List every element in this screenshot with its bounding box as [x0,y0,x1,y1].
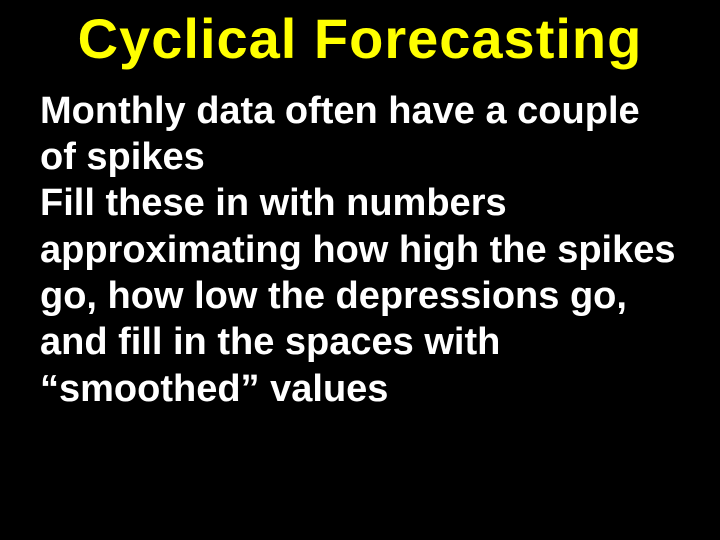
slide-title: Cyclical Forecasting [40,8,680,70]
slide-body-paragraph-1: Monthly data often have a couple of spik… [40,88,680,181]
slide-body: Monthly data often have a couple of spik… [40,88,680,413]
slide-body-paragraph-2: Fill these in with numbers approximating… [40,180,680,412]
